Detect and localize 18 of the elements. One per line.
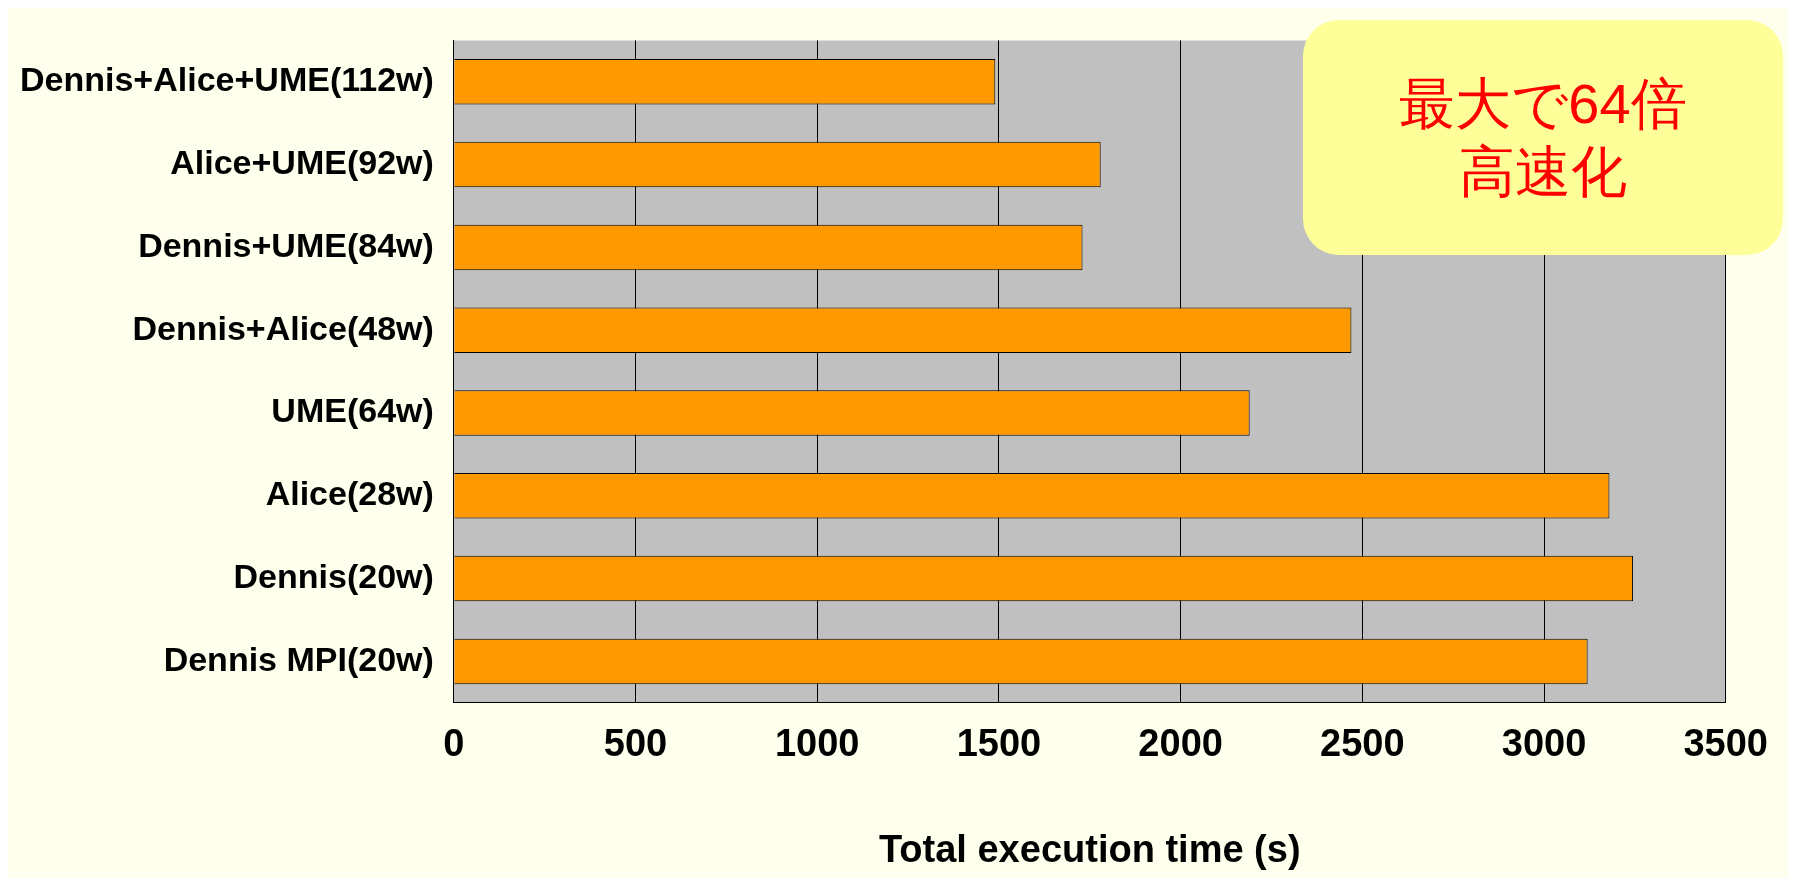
x-axis-title: Total execution time (s) <box>878 827 1301 870</box>
x-tick-label: 500 <box>603 722 668 765</box>
x-tick-label: 1500 <box>956 722 1042 765</box>
y-tick-label: Dennis+Alice(48w) <box>132 308 434 347</box>
y-tick-label: Alice(28w) <box>265 474 434 513</box>
x-tick-label: 0 <box>443 722 465 765</box>
x-tick-label: 2000 <box>1138 722 1223 765</box>
annotation: 最大で64倍高速化 <box>1398 71 1688 205</box>
x-tick-label: 3500 <box>1683 722 1769 765</box>
y-tick-label: Dennis MPI(20w) <box>163 639 434 678</box>
y-tick-label: Alice+UME(92w) <box>170 142 434 181</box>
x-tick-label: 3000 <box>1501 722 1587 765</box>
y-tick-label: Dennis+UME(84w) <box>138 225 434 264</box>
x-tick-label: 1000 <box>774 722 860 765</box>
x-tick-label: 2500 <box>1320 722 1405 765</box>
y-tick-label: Dennis(20w) <box>233 556 434 595</box>
y-tick-label: UME(64w) <box>271 391 434 430</box>
y-tick-label: Dennis+Alice+UME(112w) <box>20 60 434 99</box>
